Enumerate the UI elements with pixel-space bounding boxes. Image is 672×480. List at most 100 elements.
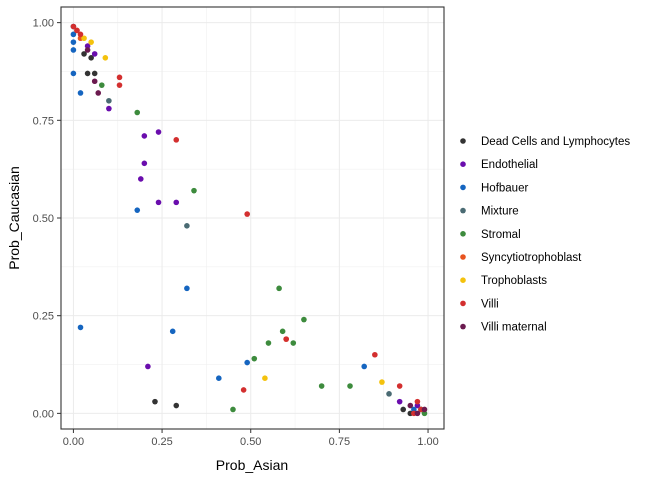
legend-label: Syncytiotrophoblast (481, 252, 582, 264)
data-point (216, 375, 222, 382)
data-point (116, 74, 123, 81)
data-point (77, 324, 84, 331)
data-point (244, 359, 250, 366)
y-tick-label: 0.25 (33, 311, 54, 323)
data-point (70, 23, 77, 30)
x-axis-ticks: 0.00 0.25 0.50 0.75 1.00 (63, 429, 439, 448)
legend: Dead Cells and Lymphocytes Endothelial Hof… (460, 136, 630, 334)
data-point (173, 199, 180, 206)
data-point (134, 109, 141, 116)
data-point (145, 363, 151, 370)
data-point (262, 375, 268, 382)
data-point (88, 39, 94, 45)
data-point (240, 387, 247, 393)
data-point (106, 105, 112, 112)
data-point (411, 406, 417, 413)
data-point (106, 97, 112, 104)
legend-key (460, 138, 466, 144)
data-point (283, 336, 289, 342)
grid-lines (61, 7, 444, 429)
data-point (191, 187, 197, 194)
x-tick-label: 1.00 (417, 436, 438, 448)
legend-key (460, 161, 466, 167)
data-point (70, 31, 77, 38)
data-point (414, 398, 421, 405)
legend-label: Trophoblasts (481, 275, 547, 287)
data-point (169, 328, 176, 335)
legend-key (460, 300, 466, 307)
data-point (81, 51, 87, 57)
data-point (396, 398, 403, 405)
data-point (91, 70, 98, 77)
data-point (318, 383, 325, 389)
legend-key (460, 323, 466, 330)
data-point (361, 363, 368, 370)
data-point (379, 379, 385, 385)
data-point (173, 137, 180, 143)
data-point (141, 160, 148, 167)
data-point (88, 54, 94, 61)
data-point (347, 383, 353, 389)
data-point (372, 351, 378, 358)
data-point (421, 406, 428, 413)
data-point (70, 47, 77, 53)
data-point (155, 199, 162, 206)
data-point (81, 35, 87, 42)
data-point (251, 355, 258, 362)
legend-label: Villi (481, 298, 499, 310)
x-tick-label: 0.75 (329, 436, 350, 448)
data-point (386, 391, 392, 397)
x-tick-label: 0.00 (63, 436, 84, 448)
data-point (421, 410, 428, 417)
data-point (400, 406, 407, 413)
legend-key (460, 277, 466, 284)
legend-key (460, 231, 466, 237)
data-point (70, 70, 77, 77)
legend-key (460, 254, 466, 260)
y-tick-label: 1.00 (33, 18, 54, 30)
y-axis-ticks: 0.00 0.25 0.50 0.75 1.00 (33, 18, 61, 420)
x-tick-label: 0.25 (151, 436, 172, 448)
data-point (77, 31, 84, 38)
data-point (134, 207, 141, 213)
data-point (95, 90, 102, 96)
data-point (74, 27, 80, 34)
data-point (414, 402, 421, 409)
data-point (244, 211, 250, 217)
x-axis-title: Prob_Asian (216, 457, 288, 473)
legend-label: Villi maternal (481, 322, 547, 334)
x-tick-label: 0.50 (240, 436, 261, 448)
legend-label: Endothelial (481, 159, 538, 171)
legend-key (460, 207, 466, 214)
legend-label: Dead Cells and Lymphocytes (481, 136, 630, 148)
data-point (414, 410, 421, 417)
legend-label: Stromal (481, 229, 521, 241)
data-point (301, 316, 307, 323)
data-points (70, 23, 428, 417)
data-point (137, 176, 144, 182)
data-point (265, 340, 272, 346)
data-point (116, 82, 123, 88)
data-point (91, 51, 98, 57)
data-point (141, 133, 148, 139)
data-point (77, 90, 84, 96)
data-point (91, 78, 98, 85)
y-tick-label: 0.75 (33, 115, 54, 127)
legend-key (460, 184, 466, 191)
data-point (396, 383, 403, 389)
data-point (84, 43, 91, 49)
data-point (230, 406, 236, 413)
data-point (173, 402, 180, 409)
y-axis-title: Prob_Caucasian (6, 166, 22, 270)
data-point (407, 402, 414, 409)
data-point (184, 285, 190, 292)
data-point (184, 223, 190, 229)
data-point (84, 47, 91, 53)
y-tick-label: 0.00 (33, 408, 54, 420)
data-point (276, 285, 282, 292)
data-point (155, 129, 162, 135)
data-point (152, 398, 158, 405)
data-point (279, 328, 286, 335)
data-point (98, 82, 105, 88)
